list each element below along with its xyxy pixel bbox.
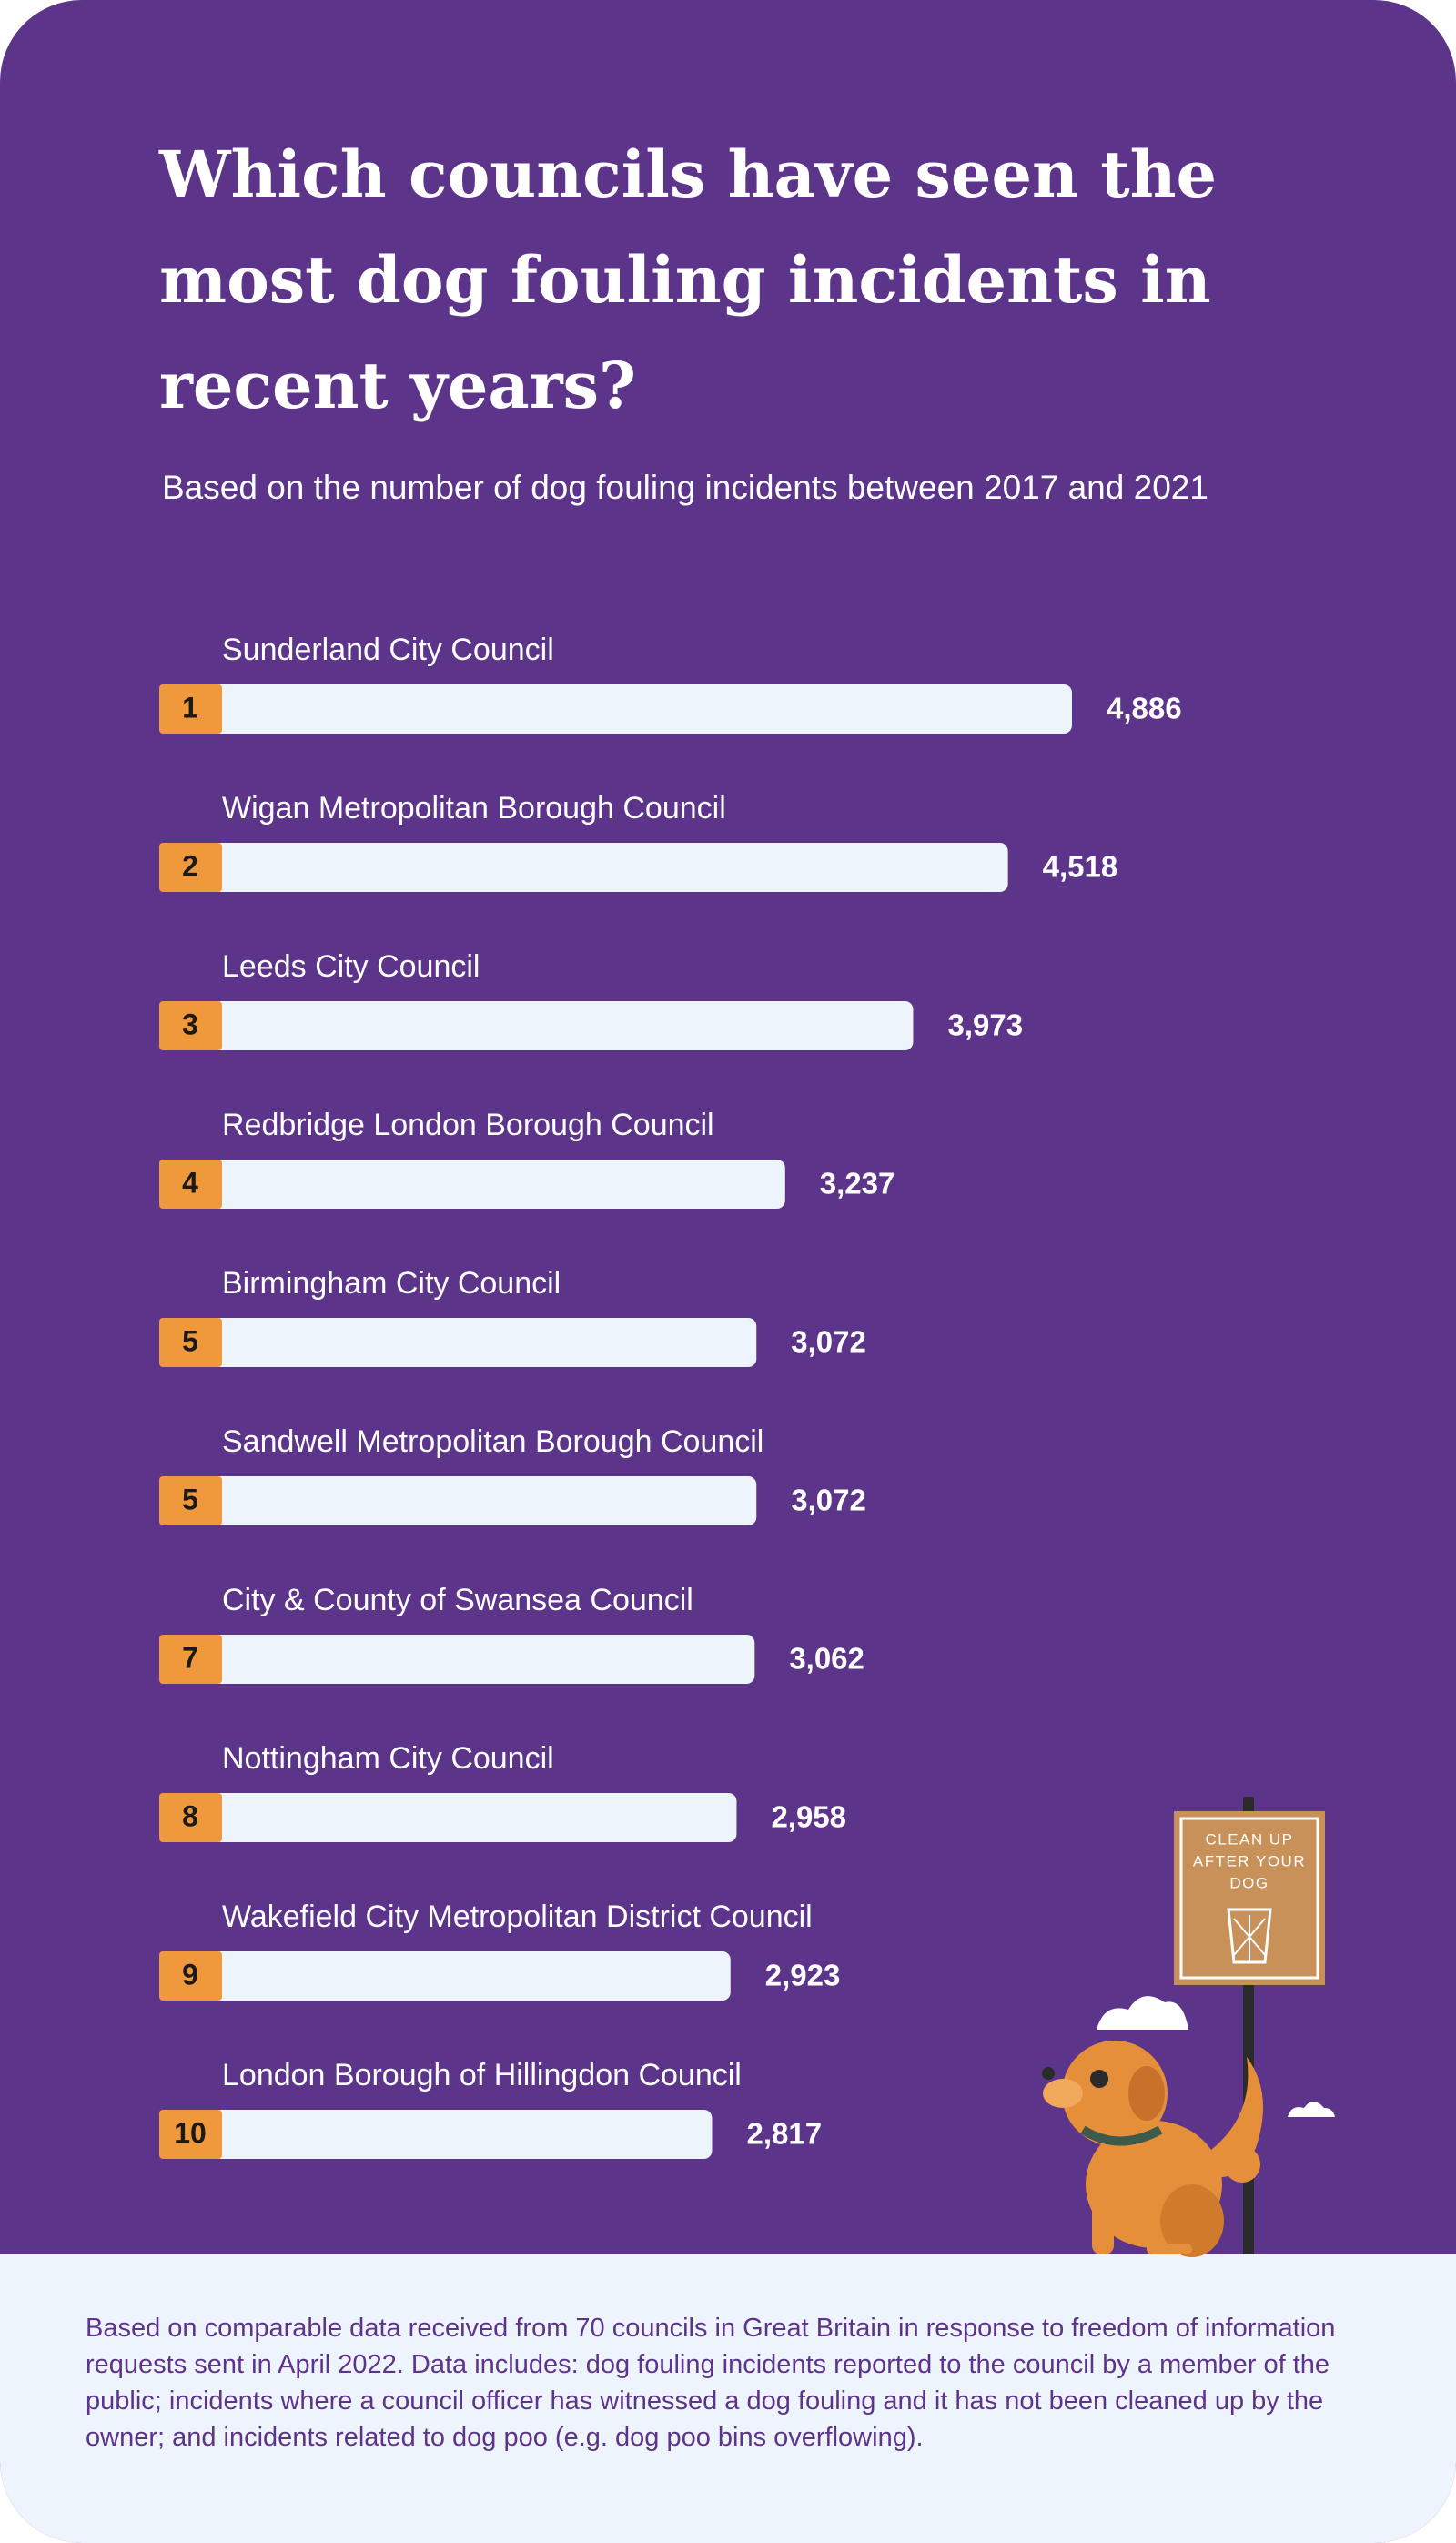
rank-box (159, 1951, 222, 2001)
value-label: 2,923 (765, 1959, 841, 1992)
cloud (1097, 1996, 1188, 2030)
bar (182, 1318, 757, 1367)
category-label: London Borough of Hillingdon Council (222, 2058, 742, 2092)
category-label: Sandwell Metropolitan Borough Council (222, 1424, 763, 1459)
footnote-panel (0, 2254, 1456, 2543)
dog-snout (1043, 2079, 1083, 2108)
rank-label: 10 (174, 2116, 207, 2149)
dog-head (1062, 2041, 1168, 2146)
rank-label: 5 (182, 1483, 198, 1515)
sign-text: AFTER YOUR (1193, 1852, 1306, 1869)
bin-mesh (1233, 1915, 1266, 1962)
rank-box (159, 1318, 222, 1367)
sign-text: CLEAN UP (1205, 1830, 1293, 1848)
dog-tail-tip (1224, 2146, 1260, 2183)
bar (182, 1951, 731, 2001)
bar (182, 1476, 757, 1525)
bar (182, 684, 1072, 734)
dog-foot (1147, 2244, 1192, 2254)
dog-hip (1160, 2184, 1224, 2257)
rank-box (159, 2110, 222, 2159)
category-label: City & County of Swansea Council (222, 1583, 693, 1617)
category-label: Nottingham City Council (222, 1741, 554, 1776)
dog-leg (1092, 2184, 1114, 2254)
footnote: Based on comparable data received from 7… (86, 2314, 1336, 2452)
rank-label: 1 (182, 691, 198, 724)
rank-label: 3 (182, 1008, 198, 1040)
rank-label: 5 (182, 1324, 198, 1357)
rank-label: 9 (182, 1958, 198, 1991)
category-label: Sunderland City Council (222, 633, 554, 667)
rank-label: 2 (182, 849, 198, 882)
value-label: 3,062 (789, 1642, 864, 1676)
rank-box (159, 843, 222, 892)
rank-box (159, 1793, 222, 1842)
chart-title: most dog fouling incidents in (159, 242, 1211, 318)
bin-icon (1227, 1908, 1272, 1964)
value-label: 3,072 (791, 1325, 866, 1359)
value-label: 4,886 (1107, 692, 1182, 725)
category-label: Birmingham City Council (222, 1266, 561, 1301)
dog-ear (1128, 2066, 1165, 2121)
bar (182, 1635, 755, 1684)
category-label: Redbridge London Borough Council (222, 1108, 714, 1142)
value-label: 3,072 (791, 1484, 866, 1517)
value-label: 3,237 (820, 1167, 895, 1201)
rank-box (159, 1160, 222, 1209)
dog-collar (1080, 2125, 1163, 2146)
rank-label: 7 (182, 1641, 198, 1674)
bar (182, 1793, 737, 1842)
chart-subtitle: Based on the number of dog fouling incid… (162, 469, 1208, 506)
rank-box (159, 1635, 222, 1684)
bar (182, 1001, 914, 1050)
illustration (1042, 1797, 1335, 2257)
chart-title: Which councils have seen the (158, 137, 1217, 212)
bar (182, 1160, 785, 1209)
value-label: 3,973 (947, 1008, 1023, 1042)
rank-box (159, 684, 222, 734)
category-label: Wigan Metropolitan Borough Council (222, 791, 726, 826)
dog-eye (1090, 2070, 1108, 2088)
rank-box (159, 1001, 222, 1050)
sign-text: DOG (1229, 1874, 1269, 1891)
bar (182, 843, 1008, 892)
bar (182, 2110, 713, 2159)
category-label: Leeds City Council (222, 949, 480, 984)
value-label: 4,518 (1043, 850, 1118, 884)
rank-label: 8 (182, 1799, 198, 1832)
category-label: Wakefield City Metropolitan District Cou… (222, 1900, 813, 1934)
value-label: 2,817 (746, 2117, 822, 2151)
dog-nose (1042, 2067, 1055, 2080)
chart-title: recent years? (159, 348, 636, 423)
cloud (1288, 2102, 1335, 2117)
sign-border (1179, 1817, 1320, 1980)
rank-box (159, 1476, 222, 1525)
rank-label: 4 (182, 1166, 198, 1199)
value-label: 2,958 (771, 1800, 846, 1834)
